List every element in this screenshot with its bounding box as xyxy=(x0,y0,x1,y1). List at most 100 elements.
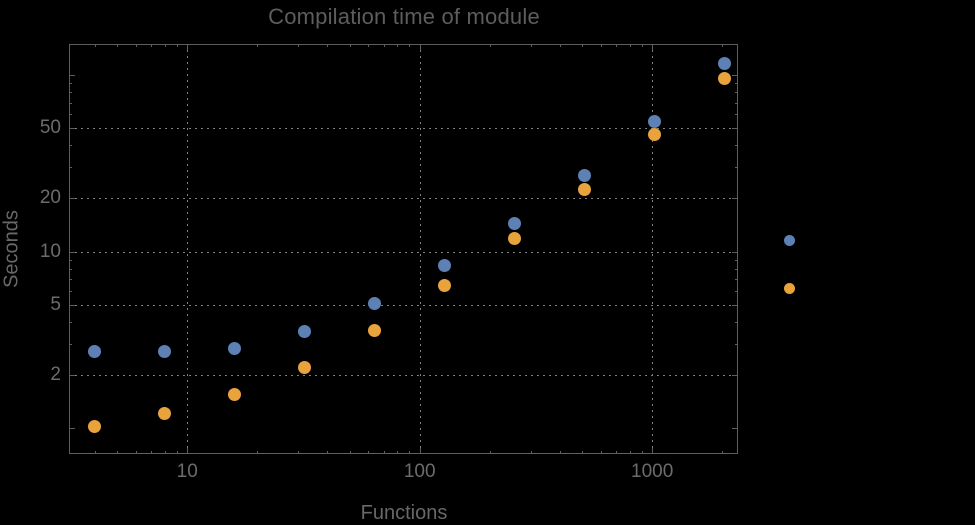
x-tick xyxy=(327,451,329,454)
y-tick xyxy=(69,343,72,345)
y-gridline xyxy=(69,128,738,130)
x-tick xyxy=(135,44,137,47)
data-point-orange xyxy=(508,232,522,246)
x-tick xyxy=(164,451,166,454)
data-point-orange xyxy=(368,324,382,338)
x-tick xyxy=(641,451,643,454)
y-tick xyxy=(69,92,72,94)
x-tick xyxy=(187,44,189,50)
data-point-orange xyxy=(158,407,172,421)
y-tick xyxy=(735,145,738,147)
x-tick xyxy=(298,44,300,47)
y-tick xyxy=(69,102,72,104)
chart-title: Compilation time of module xyxy=(268,4,540,29)
y-tick-label: 20 xyxy=(39,187,61,209)
x-tick xyxy=(616,451,618,454)
x-tick xyxy=(409,451,411,454)
x-tick xyxy=(117,44,119,47)
y-tick xyxy=(735,167,738,169)
x-tick xyxy=(257,451,259,454)
data-point-blue xyxy=(228,342,242,356)
data-point-blue xyxy=(88,345,102,359)
y-gridline xyxy=(69,304,738,306)
x-tick xyxy=(164,44,166,47)
y-tick-label: 5 xyxy=(50,293,61,315)
y-tick xyxy=(732,304,738,306)
x-tick xyxy=(419,44,421,50)
x-gridline xyxy=(652,44,654,454)
y-tick xyxy=(69,259,72,261)
y-gridline xyxy=(69,251,738,253)
data-point-blue xyxy=(298,325,312,339)
y-tick xyxy=(732,374,738,376)
y-tick xyxy=(732,198,738,200)
x-tick xyxy=(582,44,584,47)
x-tick xyxy=(257,44,259,47)
y-tick xyxy=(735,114,738,116)
data-point-blue xyxy=(508,217,522,231)
legend-marker-orange xyxy=(783,283,795,294)
y-tick xyxy=(735,278,738,280)
x-tick-label: 10 xyxy=(176,461,198,482)
x-tick xyxy=(722,44,724,47)
x-tick xyxy=(397,44,399,47)
y-gridline xyxy=(69,374,738,376)
data-point-blue xyxy=(718,56,732,70)
x-tick xyxy=(652,44,654,50)
y-tick xyxy=(69,167,72,169)
y-tick xyxy=(69,290,72,292)
y-tick-label: 50 xyxy=(39,117,61,139)
data-point-orange xyxy=(648,128,662,142)
x-tick xyxy=(94,44,96,47)
x-tick xyxy=(600,451,602,454)
data-point-orange xyxy=(88,419,102,433)
x-tick xyxy=(652,448,654,454)
x-tick xyxy=(722,451,724,454)
y-tick xyxy=(69,427,75,429)
legend-marker-blue xyxy=(783,235,795,246)
x-tick xyxy=(559,44,561,47)
x-tick xyxy=(530,451,532,454)
y-tick xyxy=(735,290,738,292)
x-axis-label: Functions xyxy=(360,502,448,524)
plot-frame xyxy=(69,44,738,454)
data-point-orange xyxy=(438,279,452,293)
y-gridline xyxy=(69,198,738,200)
x-tick xyxy=(327,44,329,47)
x-tick xyxy=(397,451,399,454)
y-tick xyxy=(69,321,72,323)
x-tick xyxy=(349,451,351,454)
x-tick xyxy=(616,44,618,47)
x-tick xyxy=(383,44,385,47)
data-point-orange xyxy=(718,71,732,85)
y-tick xyxy=(732,128,738,130)
x-tick xyxy=(600,44,602,47)
x-tick xyxy=(151,451,153,454)
y-tick-label: 10 xyxy=(39,240,61,262)
x-tick xyxy=(629,451,631,454)
y-tick xyxy=(69,251,75,253)
data-point-orange xyxy=(578,182,592,196)
x-tick xyxy=(641,44,643,47)
x-tick xyxy=(135,451,137,454)
y-tick xyxy=(735,259,738,261)
y-tick xyxy=(69,128,75,130)
x-tick xyxy=(187,448,189,454)
x-tick xyxy=(176,451,178,454)
data-point-blue xyxy=(368,296,382,310)
y-tick xyxy=(735,92,738,94)
x-tick xyxy=(298,451,300,454)
y-tick xyxy=(732,427,738,429)
y-tick xyxy=(69,268,72,270)
x-tick xyxy=(582,451,584,454)
x-tick xyxy=(419,448,421,454)
x-tick xyxy=(368,44,370,47)
y-tick xyxy=(732,75,738,77)
y-tick xyxy=(69,304,75,306)
x-tick xyxy=(176,44,178,47)
y-tick xyxy=(69,145,72,147)
y-tick xyxy=(69,114,72,116)
x-tick xyxy=(349,44,351,47)
x-tick xyxy=(489,44,491,47)
